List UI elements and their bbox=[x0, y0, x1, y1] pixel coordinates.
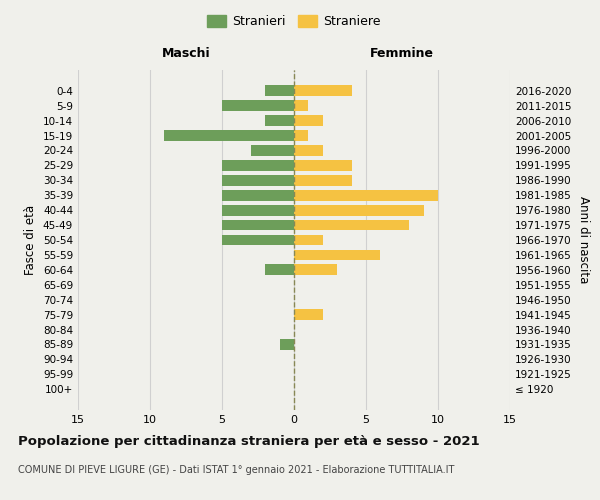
Bar bbox=[222, 234, 294, 246]
Bar bbox=[294, 220, 409, 230]
Bar bbox=[222, 160, 294, 171]
Bar bbox=[265, 116, 294, 126]
Text: Maschi: Maschi bbox=[161, 47, 211, 60]
Bar bbox=[294, 175, 352, 186]
Bar bbox=[294, 190, 438, 200]
Bar bbox=[265, 264, 294, 275]
Bar bbox=[222, 100, 294, 111]
Bar bbox=[294, 145, 323, 156]
Bar bbox=[222, 220, 294, 230]
Text: COMUNE DI PIEVE LIGURE (GE) - Dati ISTAT 1° gennaio 2021 - Elaborazione TUTTITAL: COMUNE DI PIEVE LIGURE (GE) - Dati ISTAT… bbox=[18, 465, 454, 475]
Bar bbox=[164, 130, 294, 141]
Text: Femmine: Femmine bbox=[370, 47, 434, 60]
Bar bbox=[294, 86, 352, 96]
Bar bbox=[294, 234, 323, 246]
Bar bbox=[294, 160, 352, 171]
Text: Popolazione per cittadinanza straniera per età e sesso - 2021: Popolazione per cittadinanza straniera p… bbox=[18, 435, 479, 448]
Bar bbox=[294, 309, 323, 320]
Legend: Stranieri, Straniere: Stranieri, Straniere bbox=[203, 11, 385, 32]
Bar bbox=[294, 205, 424, 216]
Bar bbox=[280, 339, 294, 350]
Bar bbox=[294, 116, 323, 126]
Bar bbox=[265, 86, 294, 96]
Y-axis label: Fasce di età: Fasce di età bbox=[25, 205, 37, 275]
Bar bbox=[294, 250, 380, 260]
Bar bbox=[294, 100, 308, 111]
Bar bbox=[294, 130, 308, 141]
Y-axis label: Anni di nascita: Anni di nascita bbox=[577, 196, 590, 284]
Bar bbox=[222, 205, 294, 216]
Bar bbox=[251, 145, 294, 156]
Bar bbox=[222, 190, 294, 200]
Bar bbox=[222, 175, 294, 186]
Bar bbox=[294, 264, 337, 275]
